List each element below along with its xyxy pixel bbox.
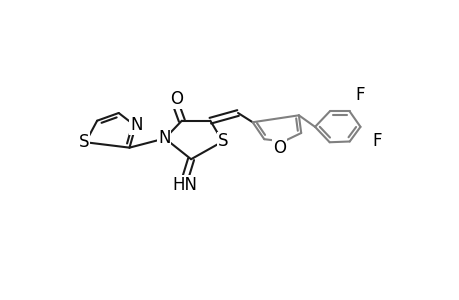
Text: F: F [372, 133, 381, 151]
Text: N: N [157, 129, 170, 147]
Text: F: F [355, 85, 364, 103]
Text: S: S [78, 133, 89, 151]
Text: N: N [130, 116, 142, 134]
Text: O: O [273, 139, 285, 157]
Text: O: O [169, 90, 183, 108]
Text: S: S [218, 133, 228, 151]
Text: HN: HN [172, 176, 197, 194]
